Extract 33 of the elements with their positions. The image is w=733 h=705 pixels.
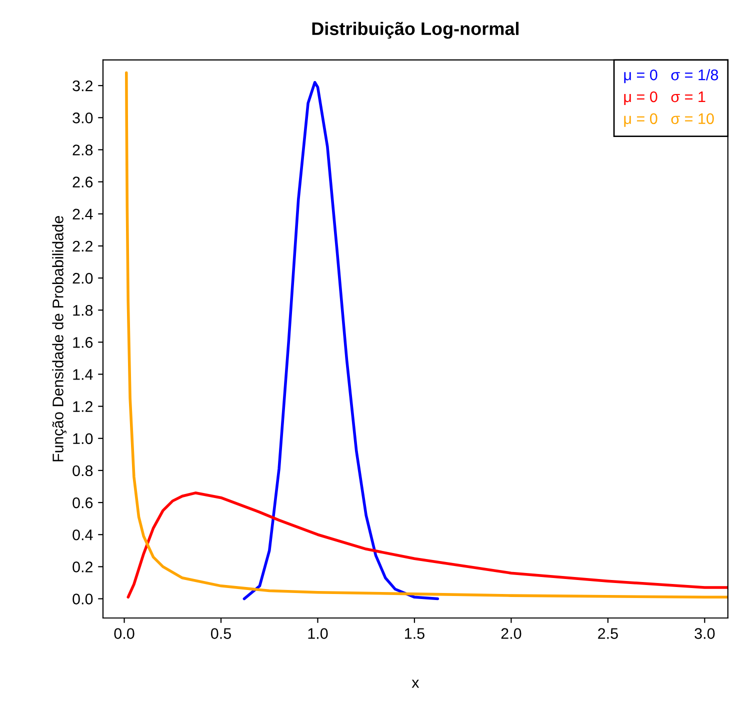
x-tick-label: 3.0 xyxy=(694,628,715,639)
line-series xyxy=(125,71,728,599)
x-tick-label: 0.5 xyxy=(210,628,231,639)
y-tick-label: 0.6 xyxy=(72,497,93,508)
y-tick-label: 0.4 xyxy=(72,529,93,540)
text: μ = 0 σ = 1/8 xyxy=(624,69,718,84)
y-tick-label: 1.4 xyxy=(73,369,93,380)
y-tick-label: 2.6 xyxy=(72,176,93,188)
y-tick-label: 0.0 xyxy=(72,594,93,604)
line-series xyxy=(242,80,440,600)
x-tick-label: 2.0 xyxy=(501,628,522,639)
x-tick-label: 0.0 xyxy=(114,628,134,639)
y-axis-title: Função Densidade de Probabilidade xyxy=(52,216,66,462)
y-tick-label: 1.8 xyxy=(73,304,93,316)
y-tick-label: 1.0 xyxy=(73,433,93,444)
x-tick-label: 1.0 xyxy=(308,628,328,639)
line-series xyxy=(126,492,728,599)
y-tick-label: 2.8 xyxy=(72,144,93,156)
x-tick-label: 1.5 xyxy=(405,628,424,639)
y-tick-label: 0.8 xyxy=(72,465,93,476)
text: μ = 0 σ = 1 xyxy=(624,91,706,105)
x-axis-title: x xyxy=(412,680,420,688)
chart-title: Distribuição Log-normal xyxy=(312,22,518,39)
y-tick-label: 1.6 xyxy=(73,337,93,348)
x-tick-label: 2.5 xyxy=(598,628,618,639)
text: μ = 0 σ = 10 xyxy=(624,113,714,127)
y-tick-label: 3.2 xyxy=(72,80,92,92)
y-tick-label: 2.4 xyxy=(72,208,93,220)
y-tick-label: 1.2 xyxy=(73,401,92,412)
y-tick-label: 0.2 xyxy=(72,562,92,572)
y-tick-label: 2.0 xyxy=(72,272,93,284)
y-tick-label: 3.0 xyxy=(72,112,93,124)
y-tick-label: 2.2 xyxy=(72,240,92,252)
